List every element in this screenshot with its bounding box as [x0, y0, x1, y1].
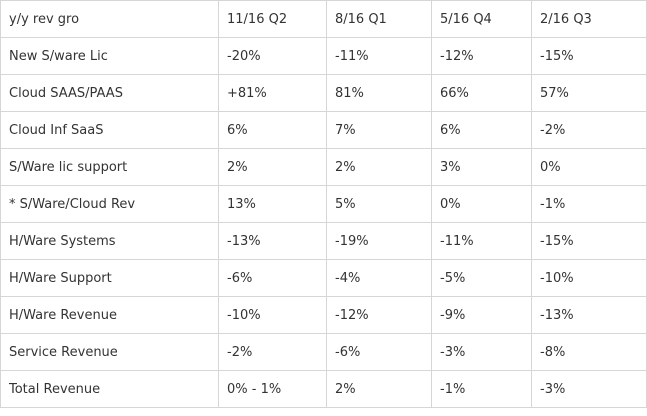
value-cell: 0% - 1%	[218, 370, 327, 408]
value-cell: -8%	[531, 333, 647, 371]
table-row: New S/ware Lic -20% -11% -12% -15%	[0, 37, 647, 75]
value-cell: -6%	[326, 333, 432, 371]
value-cell: -1%	[531, 185, 647, 223]
table-row: Total Revenue 0% - 1% 2% -1% -3%	[0, 370, 647, 408]
value-cell: -15%	[531, 37, 647, 75]
value-cell: -12%	[326, 296, 432, 334]
value-cell: 5%	[326, 185, 432, 223]
value-cell: 6%	[431, 111, 532, 149]
value-cell: 3%	[431, 148, 532, 186]
header-cell-period-1: 11/16 Q2	[218, 0, 327, 38]
table-row: * S/Ware/Cloud Rev 13% 5% 0% -1%	[0, 185, 647, 223]
table-row: H/Ware Systems -13% -19% -11% -15%	[0, 222, 647, 260]
value-cell: -4%	[326, 259, 432, 297]
value-cell: -2%	[531, 111, 647, 149]
value-cell: 0%	[531, 148, 647, 186]
value-cell: -5%	[431, 259, 532, 297]
table-row: S/Ware lic support 2% 2% 3% 0%	[0, 148, 647, 186]
value-cell: -12%	[431, 37, 532, 75]
value-cell: 6%	[218, 111, 327, 149]
table-row: Cloud Inf SaaS 6% 7% 6% -2%	[0, 111, 647, 149]
row-label-cell: H/Ware Support	[0, 259, 219, 297]
value-cell: -10%	[531, 259, 647, 297]
row-label-cell: S/Ware lic support	[0, 148, 219, 186]
value-cell: -19%	[326, 222, 432, 260]
row-label-cell: Total Revenue	[0, 370, 219, 408]
value-cell: -6%	[218, 259, 327, 297]
table-row: H/Ware Support -6% -4% -5% -10%	[0, 259, 647, 297]
value-cell: 57%	[531, 74, 647, 112]
value-cell: 2%	[326, 148, 432, 186]
row-label-cell: Cloud Inf SaaS	[0, 111, 219, 149]
value-cell: 2%	[218, 148, 327, 186]
value-cell: -3%	[531, 370, 647, 408]
value-cell: -13%	[218, 222, 327, 260]
value-cell: 66%	[431, 74, 532, 112]
row-label-cell: Cloud SAAS/PAAS	[0, 74, 219, 112]
value-cell: -3%	[431, 333, 532, 371]
value-cell: -1%	[431, 370, 532, 408]
table-row: Service Revenue -2% -6% -3% -8%	[0, 333, 647, 371]
row-label-cell: New S/ware Lic	[0, 37, 219, 75]
value-cell: 0%	[431, 185, 532, 223]
table-row: Cloud SAAS/PAAS +81% 81% 66% 57%	[0, 74, 647, 112]
value-cell: -2%	[218, 333, 327, 371]
value-cell: 2%	[326, 370, 432, 408]
row-label-cell: H/Ware Systems	[0, 222, 219, 260]
header-cell-period-2: 8/16 Q1	[326, 0, 432, 38]
header-cell-period-3: 5/16 Q4	[431, 0, 532, 38]
value-cell: 7%	[326, 111, 432, 149]
row-label-cell: * S/Ware/Cloud Rev	[0, 185, 219, 223]
value-cell: 81%	[326, 74, 432, 112]
row-label-cell: Service Revenue	[0, 333, 219, 371]
header-cell-period-4: 2/16 Q3	[531, 0, 647, 38]
value-cell: -15%	[531, 222, 647, 260]
value-cell: +81%	[218, 74, 327, 112]
value-cell: 13%	[218, 185, 327, 223]
table-header-row: y/y rev gro 11/16 Q2 8/16 Q1 5/16 Q4 2/1…	[0, 0, 647, 38]
value-cell: -11%	[431, 222, 532, 260]
value-cell: -13%	[531, 296, 647, 334]
value-cell: -10%	[218, 296, 327, 334]
table-row: H/Ware Revenue -10% -12% -9% -13%	[0, 296, 647, 334]
value-cell: -9%	[431, 296, 532, 334]
value-cell: -11%	[326, 37, 432, 75]
value-cell: -20%	[218, 37, 327, 75]
row-label-cell: H/Ware Revenue	[0, 296, 219, 334]
header-cell-metric: y/y rev gro	[0, 0, 219, 38]
